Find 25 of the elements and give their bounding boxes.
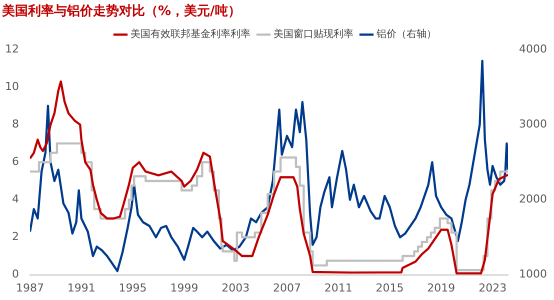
y-tick-label: 6 [12,155,19,168]
x-tick-label: 1999 [170,281,198,294]
y2-tick-label: 1000 [519,268,548,281]
y-tick-label: 0 [12,268,19,281]
legend-label: 铝价（右轴） [376,28,436,40]
x-tick-label: 2007 [272,281,301,294]
x-tick-label: 2023 [478,281,507,294]
chart-title: 美国利率与铝价走势对比（%，美元/吨） [1,3,241,20]
y-tick-label: 4 [12,192,19,206]
y-tick-label: 10 [4,80,19,93]
x-tick-label: 1995 [118,281,147,294]
x-tick-label: 2003 [222,281,250,294]
y-tick-label: 2 [12,230,19,244]
y2-tick-label: 3000 [519,118,548,131]
x-tick-label: 1991 [67,281,96,294]
y-tick-label: 8 [12,118,19,131]
x-tick-label: 2015 [376,281,404,294]
y2-tick-label: 4000 [519,42,548,56]
x-tick-label: 2011 [324,281,352,294]
x-tick-label: 2019 [427,281,456,294]
legend-label: 美国有效联邦基金利率利率 [130,28,250,40]
y-tick-label: 12 [4,42,19,56]
x-tick-label: 1987 [16,281,44,294]
y2-tick-label: 2000 [519,192,548,206]
legend-label: 美国窗口贴现利率 [274,28,354,40]
